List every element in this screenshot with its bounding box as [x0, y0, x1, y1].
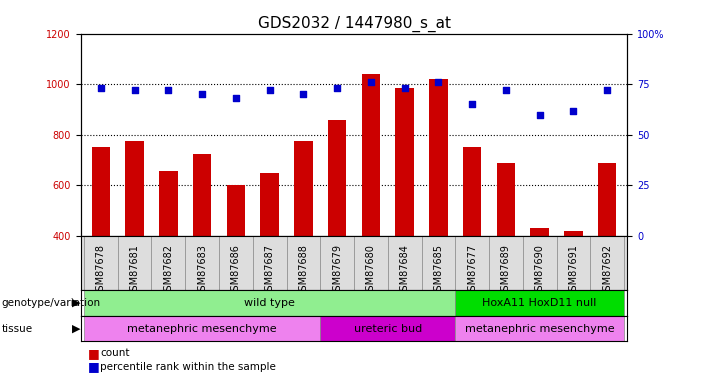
Text: GSM87690: GSM87690 — [535, 244, 545, 297]
Point — [365, 79, 376, 85]
Bar — [531, 228, 549, 236]
Bar — [564, 231, 583, 236]
Text: GSM87692: GSM87692 — [602, 244, 612, 297]
Text: GSM87689: GSM87689 — [501, 244, 511, 297]
Text: GSM87678: GSM87678 — [96, 244, 106, 297]
Bar — [320, 316, 455, 341]
Bar — [463, 147, 482, 236]
Text: ■: ■ — [88, 346, 100, 360]
Text: wild type: wild type — [244, 298, 295, 308]
Bar — [125, 141, 144, 236]
Text: genotype/variation: genotype/variation — [1, 298, 100, 308]
Text: HoxA11 HoxD11 null: HoxA11 HoxD11 null — [482, 298, 597, 308]
Point — [264, 87, 275, 93]
Point — [433, 79, 444, 85]
Bar — [429, 79, 448, 236]
Point — [601, 87, 613, 93]
Text: GSM87684: GSM87684 — [400, 244, 409, 297]
Text: count: count — [100, 348, 130, 358]
Text: ureteric bud: ureteric bud — [353, 324, 422, 333]
Point — [196, 92, 207, 98]
Bar — [395, 88, 414, 236]
Bar — [362, 74, 380, 236]
Bar — [84, 290, 455, 316]
Text: GSM87677: GSM87677 — [467, 244, 477, 297]
Text: ■: ■ — [88, 360, 100, 373]
Bar — [84, 316, 320, 341]
Point — [230, 95, 241, 101]
Text: GSM87691: GSM87691 — [569, 244, 578, 297]
Text: ▶: ▶ — [72, 324, 81, 333]
Point — [501, 87, 512, 93]
Title: GDS2032 / 1447980_s_at: GDS2032 / 1447980_s_at — [257, 16, 451, 32]
Bar — [193, 154, 212, 236]
Bar — [260, 173, 279, 236]
Bar — [455, 316, 624, 341]
Text: GSM87680: GSM87680 — [366, 244, 376, 297]
Point — [568, 108, 579, 114]
Point — [298, 92, 309, 98]
Bar — [598, 163, 616, 236]
Text: GSM87681: GSM87681 — [130, 244, 139, 297]
Point — [467, 102, 478, 108]
Point — [95, 86, 107, 92]
Point — [534, 112, 545, 118]
Bar — [294, 141, 313, 236]
Bar — [496, 163, 515, 236]
Bar — [455, 290, 624, 316]
Bar — [226, 185, 245, 236]
Point — [332, 86, 343, 92]
Text: percentile rank within the sample: percentile rank within the sample — [100, 362, 276, 372]
Text: GSM87687: GSM87687 — [264, 244, 275, 297]
Text: tissue: tissue — [1, 324, 32, 333]
Bar — [328, 120, 346, 236]
Point — [129, 87, 140, 93]
Bar — [159, 171, 177, 236]
Text: GSM87679: GSM87679 — [332, 244, 342, 297]
Text: metanephric mesenchyme: metanephric mesenchyme — [465, 324, 615, 333]
Point — [163, 87, 174, 93]
Text: ▶: ▶ — [72, 298, 81, 308]
Text: GSM87686: GSM87686 — [231, 244, 241, 297]
Point — [399, 86, 410, 92]
Bar — [92, 147, 110, 236]
Text: metanephric mesenchyme: metanephric mesenchyme — [128, 324, 277, 333]
Text: GSM87682: GSM87682 — [163, 244, 173, 297]
Text: GSM87683: GSM87683 — [197, 244, 207, 297]
Text: GSM87685: GSM87685 — [433, 244, 444, 297]
Text: GSM87688: GSM87688 — [299, 244, 308, 297]
